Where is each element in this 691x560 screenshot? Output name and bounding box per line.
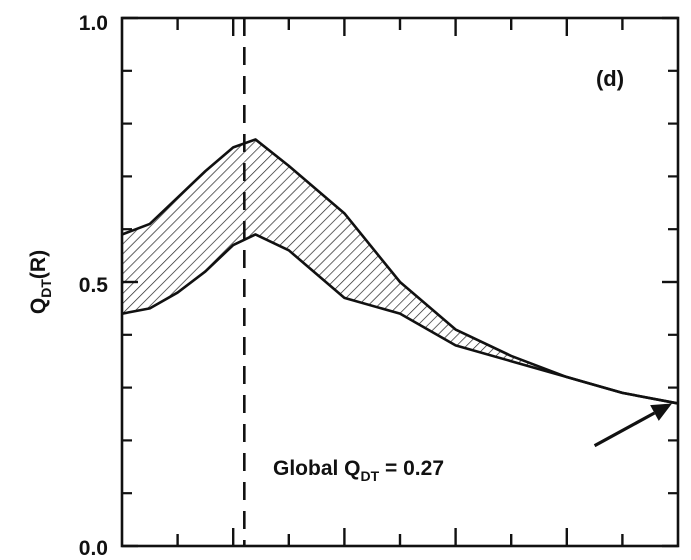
y-tick-labels: 1.0 0.5 0.0 — [79, 12, 109, 560]
hatched-band — [122, 139, 678, 404]
band-lower-curve — [121, 233, 679, 405]
y-tick-label-1: 1.0 — [79, 12, 108, 35]
global-qdt-annotation: Global QDT = 0.27 — [273, 457, 444, 484]
axis-ticks — [122, 16, 678, 548]
y-tick-label-05: 0.5 — [79, 274, 109, 297]
y-axis-label: QDT(R) — [27, 250, 54, 314]
y-tick-label-0: 0.0 — [79, 537, 108, 560]
panel-label: (d) — [596, 66, 624, 91]
arrow-head — [650, 403, 672, 421]
annotation-arrow — [593, 403, 672, 448]
arrow-shaft — [593, 411, 656, 448]
